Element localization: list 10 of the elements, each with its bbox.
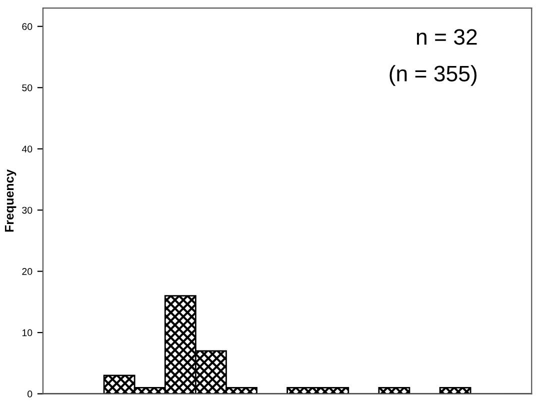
y-tick-label: 20 [22, 268, 32, 275]
y-tick-label: 50 [22, 84, 32, 92]
y-tick-label: 0 [28, 390, 32, 398]
annotation: n = 32 [416, 29, 477, 45]
y-tick-label: 30 [22, 206, 32, 214]
y-tick-label: 10 [22, 329, 32, 336]
y-axis-title: Frequency [4, 169, 16, 232]
y-tick-label: 60 [22, 23, 32, 30]
annotation: (n = 355) [390, 65, 477, 86]
y-tick-label: 40 [22, 146, 32, 152]
